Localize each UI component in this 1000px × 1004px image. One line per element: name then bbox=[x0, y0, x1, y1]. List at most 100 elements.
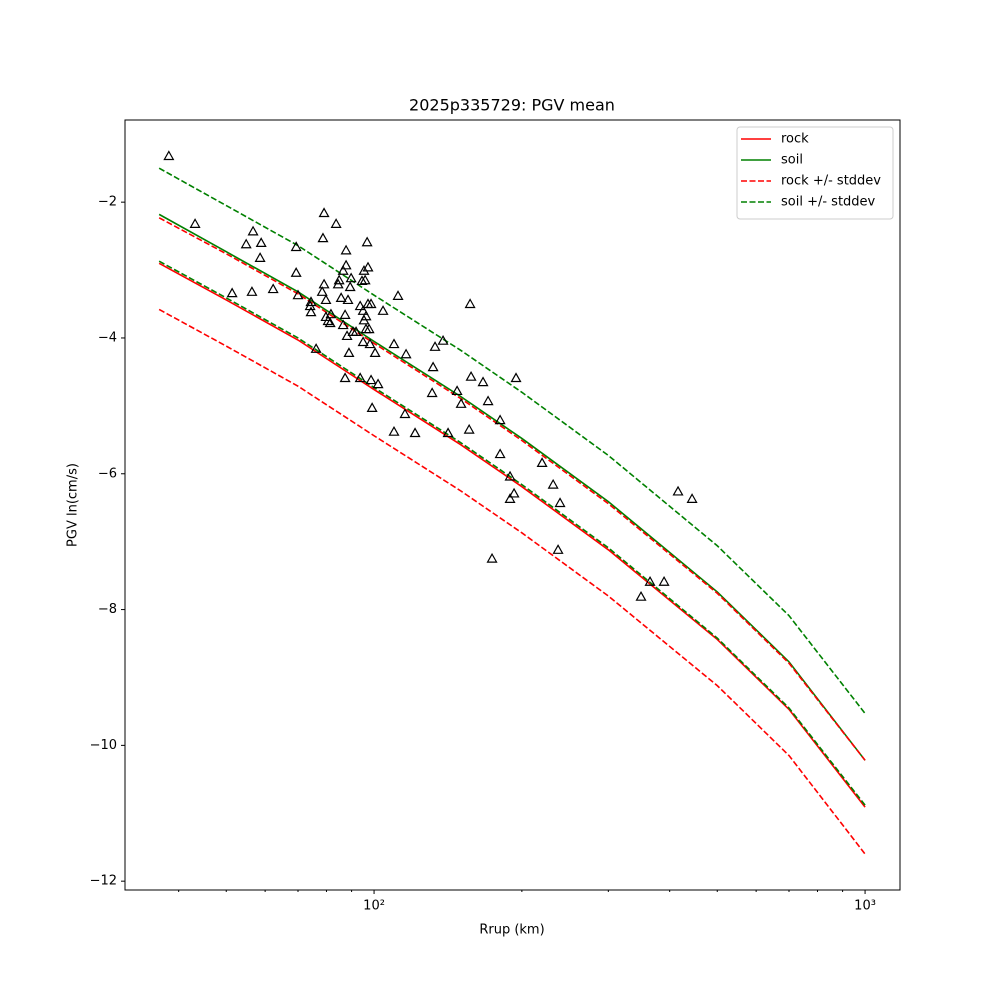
scatter-point bbox=[372, 378, 384, 389]
scatter-point bbox=[304, 300, 316, 311]
scatter-point bbox=[482, 395, 494, 406]
series-line bbox=[158, 260, 866, 806]
y-axis-label: PGV ln(cm/s) bbox=[66, 463, 81, 547]
scatter-point bbox=[427, 361, 439, 372]
scatter-point bbox=[429, 341, 441, 351]
y-tick-label: −12 bbox=[90, 874, 117, 889]
scatter-point bbox=[388, 338, 400, 349]
scatter-point bbox=[362, 261, 374, 272]
scatter-point bbox=[343, 347, 355, 358]
legend-label: rock bbox=[781, 132, 809, 147]
scatter-point bbox=[504, 493, 516, 503]
scatter-point bbox=[463, 423, 475, 434]
scatter-point bbox=[317, 232, 329, 243]
scatter-point bbox=[337, 265, 349, 275]
scatter-point bbox=[494, 414, 506, 425]
scatter-point bbox=[163, 150, 175, 161]
scatter-point bbox=[324, 317, 336, 328]
scatter-point bbox=[451, 385, 463, 396]
scatter-point bbox=[644, 576, 656, 586]
scatter-point bbox=[325, 308, 337, 319]
scatter-point bbox=[357, 336, 369, 347]
scatter-point bbox=[658, 576, 670, 586]
scatter-point bbox=[359, 274, 371, 285]
scatter-point bbox=[465, 370, 477, 381]
scatter-point bbox=[672, 485, 684, 496]
scatter-point bbox=[318, 207, 330, 218]
scatter-point bbox=[318, 278, 330, 289]
legend-label: soil +/- stddev bbox=[781, 195, 876, 210]
scatter-point bbox=[552, 544, 564, 554]
scatter-point bbox=[357, 305, 369, 315]
scatter-point bbox=[442, 427, 454, 438]
scatter-point bbox=[366, 402, 378, 413]
scatter-point bbox=[510, 372, 522, 383]
scatter-point bbox=[377, 305, 389, 315]
scatter-point bbox=[255, 237, 267, 248]
series-line bbox=[158, 308, 866, 855]
legend-label: rock +/- stddev bbox=[781, 174, 881, 189]
scatter-point bbox=[340, 259, 352, 270]
scatter-point bbox=[267, 283, 279, 294]
scatter-point bbox=[290, 267, 302, 277]
scatter-point bbox=[364, 338, 376, 349]
scatter-point bbox=[392, 290, 404, 300]
series-line bbox=[158, 217, 866, 761]
scatter-point bbox=[254, 252, 266, 262]
chart-title: 2025p335729: PGV mean bbox=[409, 96, 615, 115]
scatter-point bbox=[246, 286, 258, 296]
scatter-point bbox=[305, 296, 317, 307]
scatter-point bbox=[339, 372, 351, 383]
x-tick-label: 10³ bbox=[854, 899, 876, 914]
scatter-point bbox=[486, 552, 498, 563]
scatter-point bbox=[363, 323, 375, 334]
scatter-point bbox=[354, 372, 366, 383]
scatter-point bbox=[305, 306, 317, 317]
scatter-point bbox=[350, 326, 362, 336]
scatter-point bbox=[536, 457, 548, 468]
scatter-point bbox=[333, 274, 345, 285]
scatter-point bbox=[337, 319, 349, 330]
scatter-point bbox=[464, 298, 476, 309]
scatter-point bbox=[358, 265, 370, 275]
scatter-point bbox=[477, 376, 489, 387]
scatter-point bbox=[388, 425, 400, 436]
scatter-point bbox=[335, 292, 347, 303]
scatter-point bbox=[504, 470, 516, 481]
x-axis-label: Rrup (km) bbox=[479, 923, 544, 938]
series-line bbox=[158, 167, 866, 714]
scatter-point bbox=[409, 427, 421, 438]
scatter-point bbox=[508, 487, 520, 498]
scatter-point bbox=[290, 241, 302, 252]
scatter-point bbox=[340, 244, 352, 255]
scatter-point bbox=[344, 281, 356, 292]
scatter-point bbox=[399, 408, 411, 419]
scatter-point bbox=[345, 272, 357, 283]
series-line bbox=[158, 262, 866, 808]
scatter-point bbox=[316, 286, 328, 296]
legend-label: soil bbox=[781, 153, 803, 168]
scatter-point bbox=[686, 493, 698, 503]
scatter-point bbox=[332, 278, 344, 289]
x-tick-label: 10² bbox=[363, 899, 385, 914]
series-line bbox=[158, 213, 866, 761]
scatter-point bbox=[320, 311, 332, 322]
y-tick-label: −6 bbox=[98, 466, 117, 481]
scatter-point bbox=[455, 398, 467, 408]
scatter-point bbox=[361, 236, 373, 247]
y-tick-label: −8 bbox=[98, 602, 117, 617]
scatter-point bbox=[365, 374, 377, 385]
scatter-point bbox=[369, 347, 381, 358]
legend-box bbox=[736, 126, 894, 220]
scatter-point bbox=[342, 294, 354, 305]
scatter-point bbox=[358, 314, 370, 325]
scatter-point bbox=[426, 387, 438, 398]
scatter-point bbox=[437, 334, 449, 345]
scatter-point bbox=[292, 289, 304, 300]
y-tick-label: −4 bbox=[98, 330, 117, 345]
scatter-point bbox=[310, 343, 322, 353]
scatter-point bbox=[400, 348, 412, 359]
scatter-point bbox=[494, 448, 506, 459]
